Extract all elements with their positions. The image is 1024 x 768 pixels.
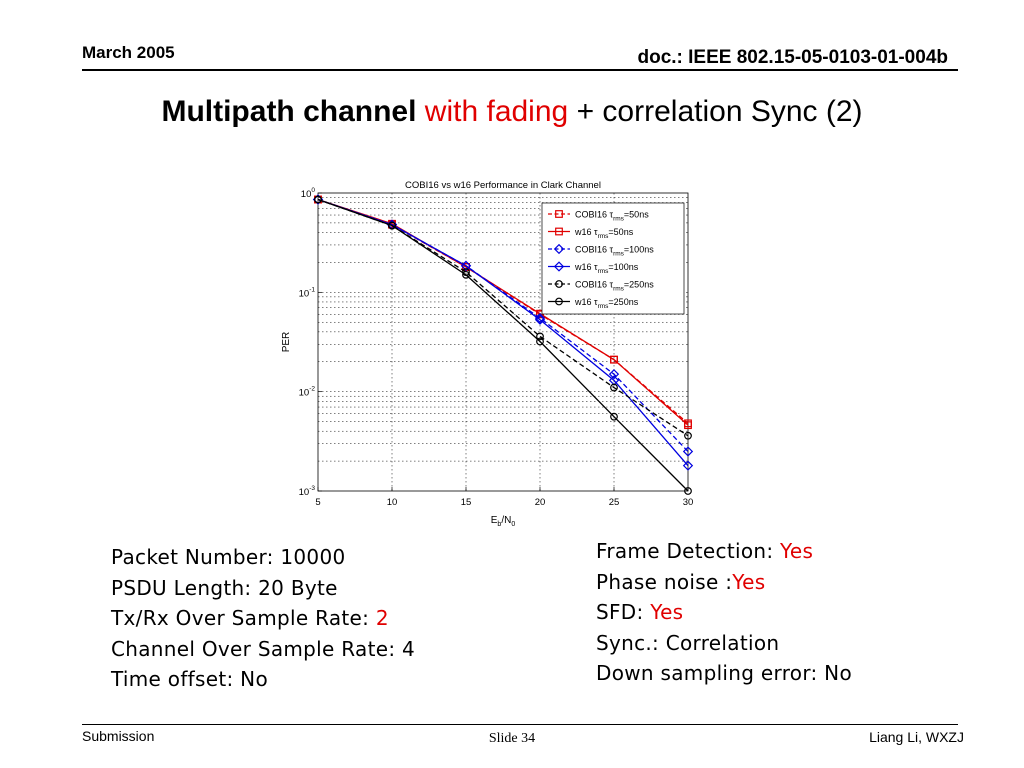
data-point	[388, 221, 396, 230]
data-point	[536, 337, 544, 346]
legend-label: COBI16 τrms=250ns	[575, 280, 654, 293]
txrx-osr-value: 2	[375, 606, 389, 630]
data-point	[460, 260, 472, 271]
data-point	[682, 460, 694, 471]
x-tick-label: 15	[461, 497, 472, 508]
legend-box	[541, 202, 685, 315]
series-line	[317, 198, 689, 467]
series-line	[317, 198, 689, 426]
title-part-red: with fading	[424, 95, 569, 128]
time-offset-text: Time offset: No	[111, 667, 268, 691]
y-tick-label: 10-3	[299, 485, 316, 498]
y-tick-label: 10-1	[299, 286, 316, 299]
header-date: March 2005	[82, 43, 175, 62]
series-line	[317, 198, 689, 492]
plot-frame	[317, 192, 689, 492]
psdu-length-text: PSDU Length: 20 Byte	[111, 575, 338, 600]
sync-text: Sync.: Correlation	[596, 630, 780, 655]
frame-detection-label: Frame Detection:	[596, 539, 781, 563]
y-axis-label: PER	[281, 332, 292, 353]
data-point	[684, 421, 692, 430]
down-sampling-text: Down sampling error: No	[596, 661, 852, 685]
data-point	[684, 431, 692, 440]
footer-slide-number: Slide 34	[488, 731, 536, 746]
legend-label: COBI16 τrms=100ns	[575, 245, 654, 258]
legend-label: w16 τrms=250ns	[574, 297, 639, 310]
legend-marker	[555, 210, 563, 218]
legend-label: COBI16 τrms=50ns	[575, 210, 649, 223]
txrx-osr-line: Tx/Rx Over Sample Rate: 2	[111, 603, 415, 634]
frame-detection-line: Frame Detection: Yes	[596, 536, 852, 567]
packet-number-text: Packet Number: 10000	[111, 545, 346, 569]
data-point	[536, 332, 544, 341]
y-tick-label: 10-2	[299, 386, 316, 399]
legend: COBI16 τrms=50ns w16 τrms=50ns COBI16 τrms…	[541, 202, 685, 315]
data-point	[608, 369, 620, 380]
txrx-osr-label: Tx/Rx Over Sample Rate:	[111, 606, 376, 630]
series-5	[314, 195, 692, 495]
y-tick-label: 100	[301, 187, 316, 200]
phase-noise-line: Phase noise :Yes	[596, 567, 852, 598]
sfd-line: SFD: Yes	[596, 597, 852, 628]
phase-noise-value: Yes	[732, 569, 766, 594]
footer-rule	[82, 724, 958, 725]
legend-marker	[555, 280, 563, 288]
x-axis-label: Eb/N0	[491, 515, 516, 528]
channel-osr-text: Channel Over Sample Rate: 4	[111, 636, 416, 661]
title-part-rest: + correlation Sync (2)	[576, 95, 863, 128]
data-point	[534, 314, 546, 325]
data-point	[610, 355, 618, 364]
legend-marker	[555, 297, 563, 306]
title-part-bold: Multipath channel	[161, 95, 417, 128]
data-point	[534, 312, 546, 324]
footer-submission: Submission	[82, 728, 155, 744]
data-point	[610, 412, 618, 421]
data-point	[682, 446, 694, 457]
x-tick-label: 20	[535, 497, 546, 508]
sfd-label: SFD:	[596, 600, 651, 624]
params-right: Frame Detection: Yes Phase noise :Yes SF…	[596, 536, 852, 689]
params-left: Packet Number: 10000 PSDU Length: 20 Byt…	[111, 542, 415, 695]
x-tick-label: 10	[387, 497, 398, 508]
per-chart: 5 10 15 20 25 30 100 10-1 10-2 10-3 COBI16 vs w16 …	[281, 180, 694, 528]
data-point	[684, 487, 692, 495]
x-tick-label: 30	[683, 497, 694, 508]
legend-label: w16 τrms=100ns	[574, 262, 639, 275]
phase-noise-label: Phase noise :	[596, 569, 733, 594]
data-point	[610, 383, 618, 392]
sfd-value: Yes	[650, 600, 684, 624]
data-point	[462, 270, 470, 279]
header-rule	[82, 69, 958, 71]
frame-detection-value: Yes	[780, 539, 814, 563]
legend-marker	[553, 261, 565, 272]
x-tick-label: 25	[609, 497, 620, 508]
footer-author: Liang Li, WXZJ	[869, 729, 964, 745]
slide-title: Multipath channel with fading + correlat…	[0, 95, 1024, 129]
legend-marker	[555, 227, 563, 236]
legend-marker	[553, 243, 565, 255]
header-doc-id: doc.: IEEE 802.15-05-0103-01-004b	[637, 47, 948, 68]
legend-label: w16 τrms=50ns	[574, 227, 634, 240]
x-tick-label: 5	[315, 497, 320, 508]
data-point	[314, 195, 322, 204]
chart-title: COBI16 vs w16 Performance in Clark Chann…	[405, 180, 601, 191]
